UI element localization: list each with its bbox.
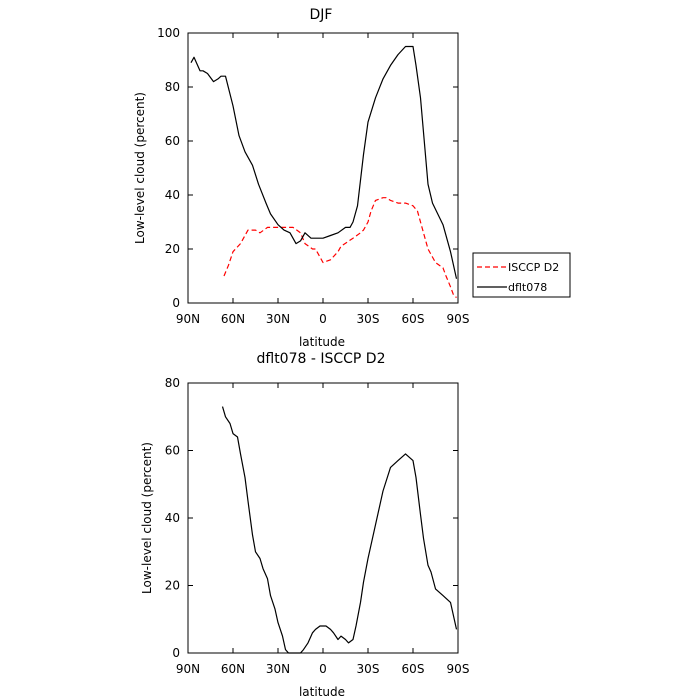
legend: ISCCP D2 dflt078: [472, 252, 571, 298]
top-axis-ticks: 90N 60N 30N 0 30S 60S 90S 0 20 40 60 80 100: [157, 26, 469, 326]
bottom-panel: dflt078 - ISCCP D2 latitude Low-level cl…: [140, 351, 469, 699]
bottom-x-tick-label: 60S: [402, 662, 425, 676]
top-series-line-isccp-d2: [223, 197, 457, 299]
bottom-series-line-difference: [221, 406, 458, 654]
top-x-tick-label: 0: [319, 312, 327, 326]
top-x-tick-label: 90S: [447, 312, 470, 326]
bottom-x-axis-label: latitude: [299, 685, 345, 699]
bottom-x-tick-label: 30N: [266, 662, 290, 676]
top-y-tick-label: 80: [165, 80, 180, 94]
top-y-tick-label: 60: [165, 134, 180, 148]
top-x-tick-label: 60N: [221, 312, 245, 326]
top-series-group: [190, 45, 458, 299]
top-x-tick-label: 30S: [357, 312, 380, 326]
bottom-x-tick-label: 0: [319, 662, 327, 676]
top-y-axis-label: Low-level cloud (percent): [133, 92, 147, 244]
top-y-tick-label: 0: [172, 296, 180, 310]
bottom-x-tick-label: 30S: [357, 662, 380, 676]
legend-box: [472, 252, 571, 298]
bottom-series-group: [221, 406, 458, 654]
top-y-tick-label: 100: [157, 26, 180, 40]
top-x-tick-label: 90N: [176, 312, 200, 326]
top-x-tick-label: 60S: [402, 312, 425, 326]
top-panel: DJF latitude Low-level cloud (percent) 9…: [133, 7, 571, 349]
bottom-y-tick-label: 40: [165, 511, 180, 525]
top-chart-title: DJF: [310, 7, 333, 23]
top-y-tick-label: 20: [165, 242, 180, 256]
top-x-tick-label: 30N: [266, 312, 290, 326]
legend-label-isccp-d2: ISCCP D2: [508, 261, 559, 274]
bottom-y-tick-label: 60: [165, 444, 180, 458]
bottom-plot-frame: [187, 382, 459, 654]
bottom-y-axis-label: Low-level cloud (percent): [140, 442, 154, 594]
bottom-x-tick-label: 90S: [447, 662, 470, 676]
bottom-x-tick-label: 90N: [176, 662, 200, 676]
top-series-line-dflt078: [190, 45, 458, 279]
bottom-chart-title: dflt078 - ISCCP D2: [256, 351, 385, 367]
top-x-axis-label: latitude: [299, 335, 345, 349]
bottom-x-tick-label: 60N: [221, 662, 245, 676]
bottom-y-tick-label: 80: [165, 376, 180, 390]
legend-label-dflt078: dflt078: [508, 281, 547, 294]
top-y-tick-label: 40: [165, 188, 180, 202]
bottom-axis-ticks: 90N 60N 30N 0 30S 60S 90S 0 20 40 60 80: [165, 376, 470, 676]
bottom-y-tick-label: 20: [165, 579, 180, 593]
bottom-y-tick-label: 0: [172, 646, 180, 660]
